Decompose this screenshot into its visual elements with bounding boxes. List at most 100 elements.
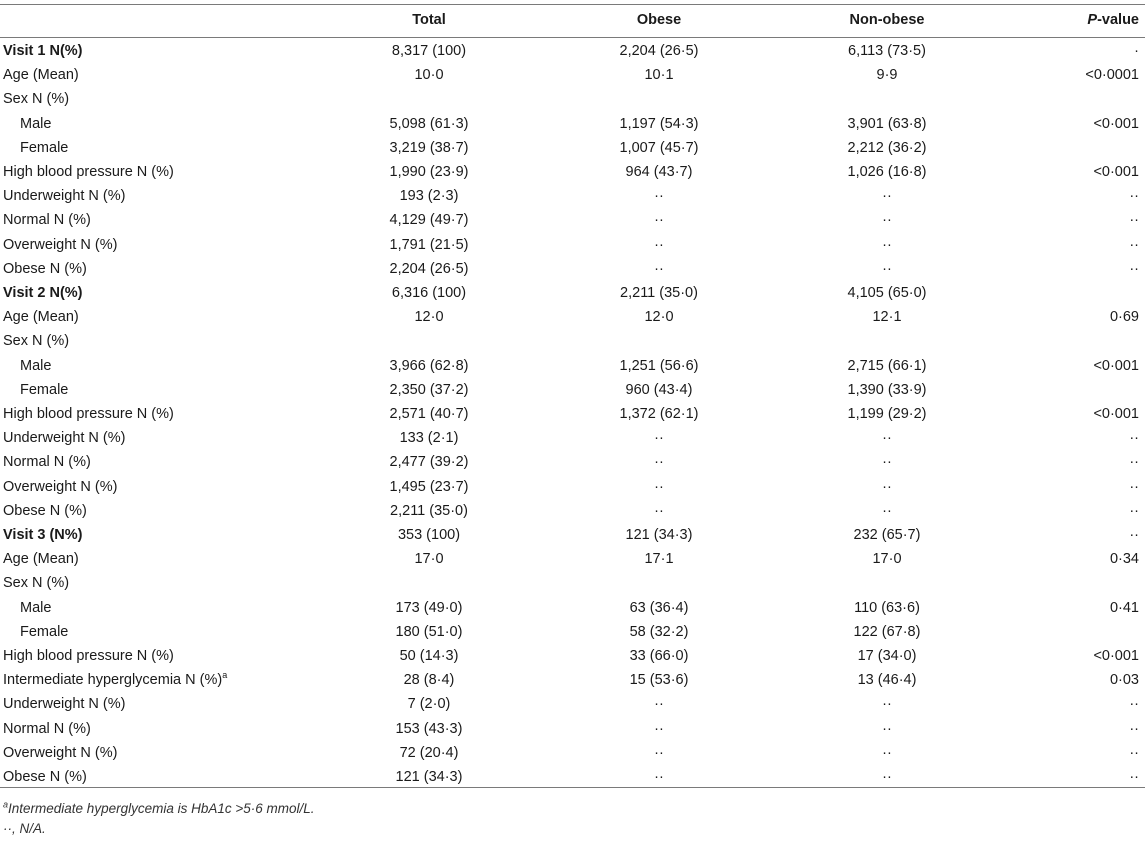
- cell-nonobese: ··: [882, 212, 892, 229]
- table-row: High blood pressure N (%) 50 (14·3) 33 (66…: [0, 644, 1145, 668]
- row-label: Underweight N (%): [3, 696, 126, 713]
- footnote-a: aIntermediate hyperglycemia is HbA1c >5·…: [3, 800, 315, 816]
- cell-total: 5,098 (61·3): [389, 115, 469, 132]
- footnote-na-text: ··, N/A.: [3, 821, 46, 836]
- cell-obese: ··: [654, 430, 664, 447]
- cell-obese: 964 (43·7): [625, 164, 693, 180]
- table-row: Sex N (%): [0, 87, 1145, 111]
- row-label: Female: [20, 139, 69, 156]
- cell-pvalue: ··: [1129, 260, 1139, 277]
- row-label: Overweight N (%): [3, 478, 118, 495]
- cell-total: 180 (51·0): [395, 623, 463, 640]
- cell-total: 173 (49·0): [395, 599, 463, 616]
- cell-obese: 1,251 (56·6): [619, 357, 699, 374]
- cell-nonobese: ··: [882, 236, 892, 253]
- cell-pvalue: ··: [1129, 720, 1139, 737]
- cell-pvalue: <0·001: [1093, 648, 1139, 664]
- table-row: Underweight N (%) 193 (2·3) ·· ·· ··: [0, 184, 1145, 208]
- cell-obese: ··: [654, 478, 664, 495]
- table-row: Sex N (%): [0, 571, 1145, 595]
- cell-total: 3,219 (38·7): [389, 139, 469, 156]
- header-pvalue-rest: -value: [1097, 12, 1139, 28]
- cell-obese: 15 (53·6): [629, 672, 689, 689]
- cell-total: 17·0: [414, 551, 444, 568]
- row-label: Normal N (%): [3, 454, 91, 471]
- cell-pvalue: ··: [1129, 696, 1139, 713]
- row-label: High blood pressure N (%): [3, 648, 174, 664]
- table-row: Visit 3 (N%) 353 (100) 121 (34·3) 232 (65·7…: [0, 523, 1145, 547]
- cell-total: 2,571 (40·7): [389, 406, 469, 422]
- top-rule: [0, 4, 1145, 5]
- cell-nonobese: ··: [882, 454, 892, 471]
- cell-nonobese: ··: [882, 502, 892, 519]
- row-label: Female: [20, 381, 69, 398]
- cell-obese: ··: [654, 696, 664, 713]
- row-label: Male: [20, 599, 52, 616]
- cell-nonobese: 4,105 (65·0): [847, 285, 927, 301]
- cell-pvalue: ·: [1134, 43, 1139, 59]
- row-label: Obese N (%): [3, 260, 87, 277]
- row-label: Age (Mean): [3, 67, 79, 84]
- cell-obese: 2,211 (35·0): [620, 285, 698, 301]
- cell-total: 7 (2·0): [407, 696, 451, 713]
- header-rule: [0, 37, 1145, 38]
- cell-nonobese: 17·0: [872, 551, 902, 568]
- table-row: Underweight N (%) 7 (2·0) ·· ·· ··: [0, 692, 1145, 716]
- cell-total: 121 (34·3): [395, 769, 463, 785]
- table-row: Normal N (%) 4,129 (49·7) ·· ·· ··: [0, 208, 1145, 232]
- table-row: Normal N (%) 153 (43·3) ·· ·· ··: [0, 717, 1145, 741]
- row-label: Sex N (%): [3, 91, 70, 108]
- cell-obese: ··: [654, 260, 664, 277]
- cell-obese: 58 (32·2): [629, 623, 689, 640]
- cell-nonobese: 9·9: [876, 67, 898, 84]
- cell-pvalue: ··: [1129, 502, 1139, 519]
- header-obese: Obese: [636, 12, 682, 28]
- cell-obese: 960 (43·4): [625, 381, 693, 398]
- cell-total: 4,129 (49·7): [389, 212, 469, 229]
- cell-pvalue: 0·69: [1109, 309, 1139, 326]
- cell-obese: ··: [654, 212, 664, 229]
- cell-pvalue: ··: [1129, 769, 1139, 785]
- cell-total: 2,204 (26·5): [389, 260, 469, 277]
- cell-obese: 63 (36·4): [629, 599, 689, 616]
- cell-nonobese: 1,390 (33·9): [847, 381, 927, 398]
- row-label: Male: [20, 357, 52, 374]
- row-label: High blood pressure N (%): [3, 164, 174, 180]
- table-row: Age (Mean) 12·0 12·0 12·1 0·69: [0, 305, 1145, 329]
- cell-obese: 2,204 (26·5): [619, 43, 699, 59]
- footnote-marker: a: [222, 670, 228, 681]
- table-body: Visit 1 N(%) 8,317 (100) 2,204 (26·5) 6,113…: [0, 38, 1145, 787]
- cell-nonobese: ··: [882, 720, 892, 737]
- row-label-with-footnote: Intermediate hyperglycemia N (%)a: [3, 668, 227, 692]
- cell-obese: 17·1: [644, 551, 674, 568]
- table-row: Overweight N (%) 72 (20·4) ·· ·· ··: [0, 741, 1145, 765]
- cell-total: 2,477 (39·2): [389, 454, 469, 471]
- row-label: Normal N (%): [3, 720, 91, 737]
- cell-nonobese: 13 (46·4): [857, 672, 917, 689]
- table-row: Male 173 (49·0) 63 (36·4) 110 (63·6) 0·41: [0, 596, 1145, 620]
- table-row: Sex N (%): [0, 329, 1145, 353]
- cell-obese: 10·1: [644, 67, 674, 84]
- row-label: Visit 2 N(%): [3, 285, 83, 301]
- cell-obese: ··: [654, 236, 664, 253]
- header-total: Total: [412, 12, 446, 28]
- row-label: Male: [20, 115, 52, 132]
- table-row: Underweight N (%) 133 (2·1) ·· ·· ··: [0, 426, 1145, 450]
- row-label: Obese N (%): [3, 769, 87, 785]
- cell-obese: 1,372 (62·1): [619, 406, 699, 422]
- cell-obese: ··: [654, 188, 664, 205]
- data-table: Total Obese Non-obese P-value Visit 1 N(…: [0, 4, 1145, 788]
- cell-nonobese: ··: [882, 478, 892, 495]
- table-row: Obese N (%) 2,211 (35·0) ·· ·· ··: [0, 499, 1145, 523]
- cell-total: 6,316 (100): [391, 285, 467, 301]
- table-row: Overweight N (%) 1,495 (23·7) ·· ·· ··: [0, 475, 1145, 499]
- cell-pvalue: ··: [1129, 478, 1139, 495]
- cell-nonobese: 232 (65·7): [853, 527, 921, 543]
- cell-total: 3,966 (62·8): [389, 357, 469, 374]
- cell-obese: 33 (66·0): [629, 648, 689, 664]
- cell-nonobese: 122 (67·8): [853, 623, 921, 640]
- cell-obese: 1,007 (45·7): [619, 139, 699, 156]
- table-row: Male 5,098 (61·3) 1,197 (54·3) 3,901 (63·8)…: [0, 112, 1145, 136]
- footnote-a-text: Intermediate hyperglycemia is HbA1c >5·6…: [8, 801, 315, 816]
- cell-nonobese: ··: [882, 260, 892, 277]
